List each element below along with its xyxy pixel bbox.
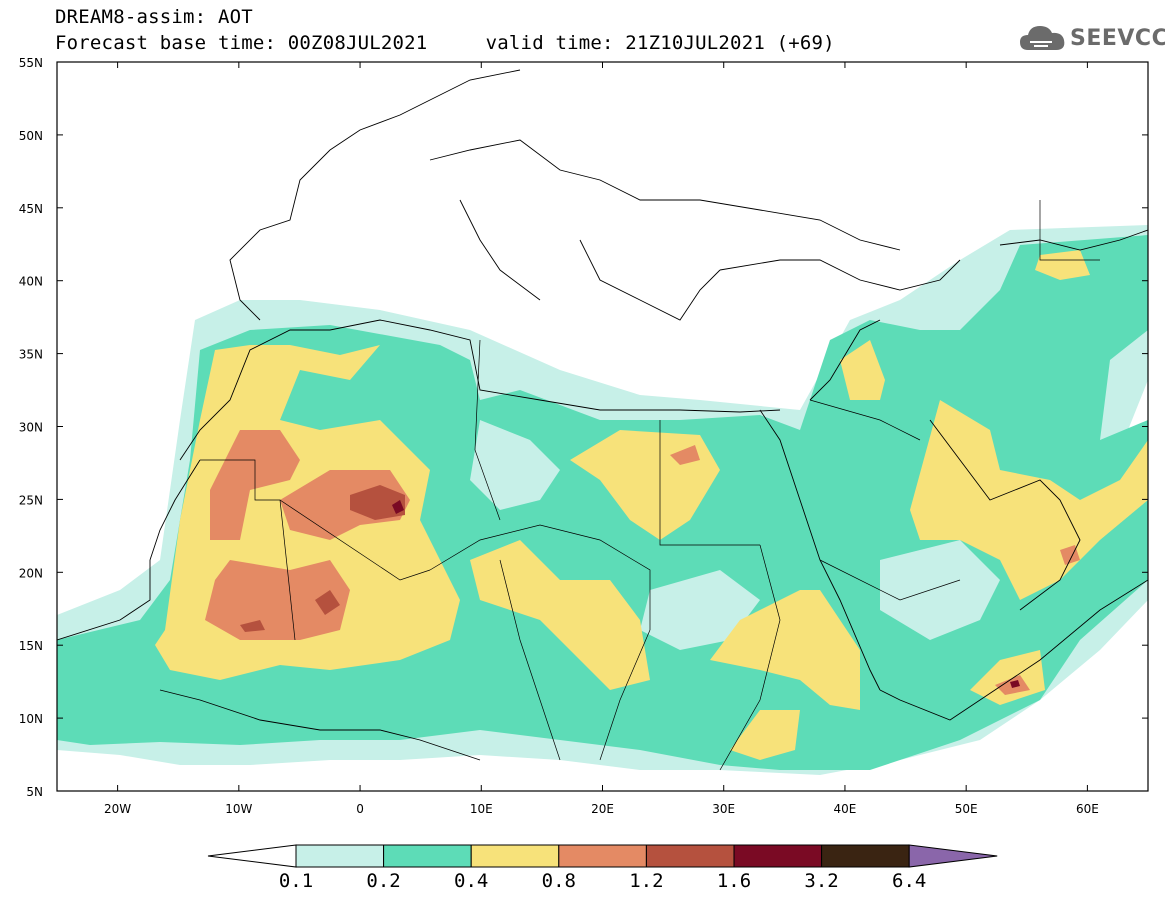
lon-label: 50E bbox=[955, 802, 978, 816]
lat-label: 45N bbox=[19, 202, 43, 216]
aot-field bbox=[57, 62, 1148, 791]
colorbar-arrow-low bbox=[207, 844, 297, 868]
colorbar-segment bbox=[645, 844, 735, 868]
colorbar-segment bbox=[295, 844, 385, 868]
lon-label: 10W bbox=[225, 802, 252, 816]
seevccc-logo: SEEVCCC bbox=[1018, 22, 1165, 56]
aot-band-1.2 bbox=[350, 485, 405, 520]
lon-label: 20E bbox=[591, 802, 614, 816]
colorbar-label: 3.2 bbox=[804, 870, 838, 892]
chart-title: DREAM8-assim: AOT bbox=[55, 6, 253, 28]
logo-text: SEEVCCC bbox=[1070, 26, 1165, 51]
lon-label: 20W bbox=[104, 802, 131, 816]
lon-label: 10E bbox=[470, 802, 493, 816]
colorbar-segment bbox=[383, 844, 472, 868]
colorbar-label: 0.8 bbox=[542, 870, 576, 892]
colorbar-segment bbox=[558, 844, 647, 868]
colorbar-label: 1.6 bbox=[717, 870, 751, 892]
lat-label: 25N bbox=[19, 493, 43, 507]
colorbar-label: 0.4 bbox=[454, 870, 488, 892]
cloud-icon bbox=[1020, 26, 1065, 50]
colorbar-label: 6.4 bbox=[892, 870, 926, 892]
lat-label: 15N bbox=[19, 639, 43, 653]
borders bbox=[200, 200, 1100, 771]
colorbar-segment bbox=[733, 844, 823, 868]
lon-label: 60E bbox=[1076, 802, 1099, 816]
colorbar-label: 1.2 bbox=[629, 870, 663, 892]
chart-subtitle: Forecast base time: 00Z08JUL2021 valid t… bbox=[55, 32, 835, 54]
lat-label: 30N bbox=[19, 421, 43, 435]
lat-axis: 55N 50N 45N 40N 35N 30N 25N 20N 15N 10N 5N bbox=[19, 56, 43, 799]
lon-axis: 20W 10W 0 10E 20E 30E 40E 50E 60E bbox=[104, 802, 1099, 816]
lat-label: 50N bbox=[19, 129, 43, 143]
lon-label: 40E bbox=[834, 802, 857, 816]
lat-label: 40N bbox=[19, 275, 43, 289]
lat-label: 10N bbox=[19, 712, 43, 726]
aot-band-0.8 bbox=[205, 560, 350, 640]
colorbar-arrow-high bbox=[908, 844, 998, 868]
lon-label: 30E bbox=[712, 802, 735, 816]
colorbar-label: 0.2 bbox=[366, 870, 400, 892]
colorbar-label: 0.1 bbox=[279, 870, 313, 892]
lat-label: 20N bbox=[19, 566, 43, 580]
lon-label: 0 bbox=[356, 802, 364, 816]
lat-label: 35N bbox=[19, 348, 43, 362]
coastlines bbox=[57, 69, 1148, 761]
lat-label: 55N bbox=[19, 56, 43, 70]
colorbar-segment bbox=[821, 844, 910, 868]
colorbar-segment bbox=[470, 844, 560, 868]
lat-label: 5N bbox=[26, 785, 43, 799]
aot-band-1.6 bbox=[392, 500, 404, 514]
axis-ticks bbox=[57, 61, 1148, 792]
